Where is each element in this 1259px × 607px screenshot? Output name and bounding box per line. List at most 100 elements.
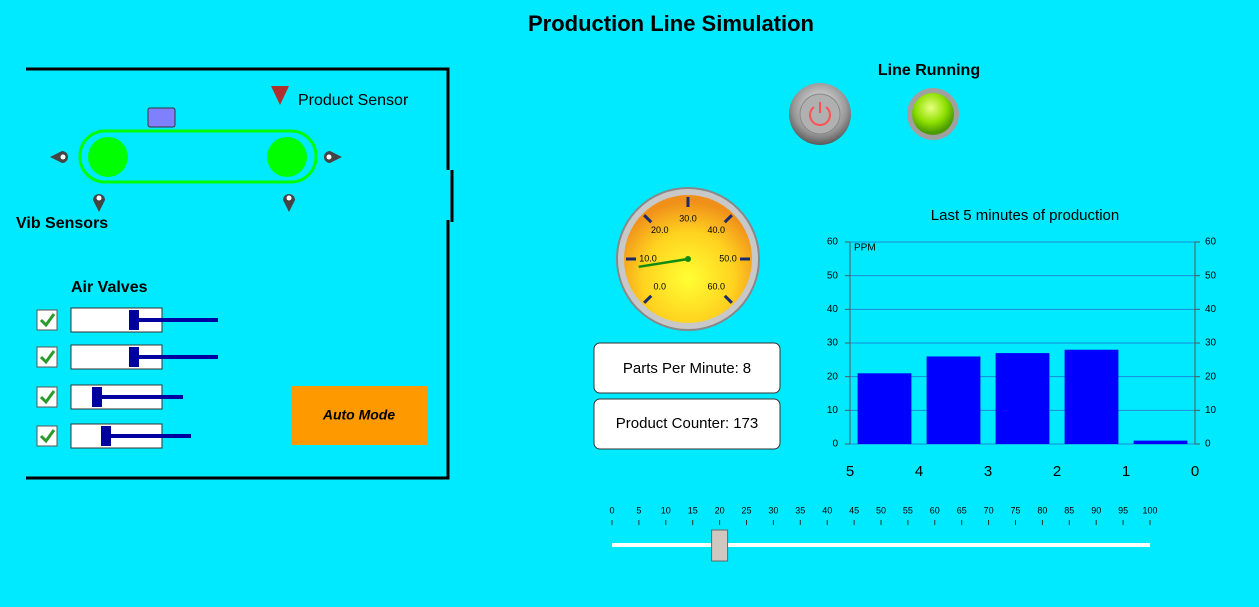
valve-checkbox[interactable] bbox=[36, 386, 58, 408]
x-tick-label: 3 bbox=[984, 463, 992, 480]
x-tick-label: 1 bbox=[1122, 463, 1130, 480]
slider-tick-label: 80 bbox=[1037, 505, 1047, 515]
y2-tick-label: 50 bbox=[1205, 270, 1217, 281]
slider-tick-label: 90 bbox=[1091, 505, 1101, 515]
slider-tick-label: 0 bbox=[609, 505, 614, 515]
gauge-hub bbox=[685, 256, 691, 262]
y-axis-label: PPM bbox=[854, 243, 876, 254]
slider-tick-label: 85 bbox=[1064, 505, 1074, 515]
slider-tick-label: 30 bbox=[768, 505, 778, 515]
counter-value: 173 bbox=[733, 415, 758, 432]
product-sensor-label: Product Sensor bbox=[298, 92, 409, 109]
gauge-tick-label: 30.0 bbox=[679, 213, 697, 223]
slider-tick-label: 100 bbox=[1142, 505, 1157, 515]
y-tick-label: 40 bbox=[827, 304, 839, 315]
y2-tick-label: 60 bbox=[1205, 237, 1217, 248]
checkmark[interactable] bbox=[39, 390, 56, 405]
running-lamp bbox=[912, 93, 954, 135]
slider-tick-label: 10 bbox=[661, 505, 671, 515]
slider-tick-label: 15 bbox=[688, 505, 698, 515]
slider-tick-label: 40 bbox=[822, 505, 832, 515]
valve-handle[interactable] bbox=[129, 310, 139, 330]
gauge-tick bbox=[723, 214, 733, 224]
slider-tick-label: 35 bbox=[795, 505, 805, 515]
ppm-label: Parts Per Minute: bbox=[623, 360, 739, 377]
gauge-tick-label: 20.0 bbox=[651, 225, 669, 235]
slider-tick-label: 20 bbox=[715, 505, 725, 515]
y2-tick-label: 0 bbox=[1205, 439, 1211, 450]
checkmark[interactable] bbox=[39, 350, 56, 365]
counter-box bbox=[593, 398, 781, 450]
valve-checkbox[interactable] bbox=[36, 309, 58, 331]
power-button-face[interactable] bbox=[799, 93, 841, 135]
valves bbox=[36, 307, 218, 449]
counter-text: Product Counter: 173 bbox=[616, 415, 758, 432]
conveyor-roller bbox=[267, 137, 307, 177]
conveyor-belt bbox=[78, 129, 318, 184]
power-icon[interactable] bbox=[809, 102, 831, 126]
conveyor-roller bbox=[88, 137, 128, 177]
slider-tick-label: 5 bbox=[636, 505, 641, 515]
y-tick-label: 10 bbox=[827, 405, 839, 416]
auto-mode-button[interactable] bbox=[292, 386, 427, 445]
bar bbox=[1133, 440, 1188, 444]
product bbox=[147, 107, 176, 128]
y2-tick-label: 30 bbox=[1205, 338, 1217, 349]
ppm-value: 8 bbox=[743, 360, 751, 377]
gauge-tick bbox=[643, 214, 653, 224]
speed-slider[interactable]: 0 5 10 15 20 25 30 35 40 45 50 55 60 65 70 75 80 85 90 95 10… bbox=[609, 505, 1158, 562]
air-valves-label: Air Valves bbox=[71, 279, 148, 296]
gauge-tick bbox=[643, 294, 653, 304]
slider-thumb[interactable] bbox=[711, 529, 729, 562]
gauge-tick-label: 0.0 bbox=[653, 282, 666, 292]
slider-tick-label: 45 bbox=[849, 505, 859, 515]
gauge-tick-label: 40.0 bbox=[708, 225, 726, 235]
y-tick-label: 0 bbox=[832, 439, 838, 450]
valve-handle[interactable] bbox=[129, 347, 139, 367]
line-running-label: Line Running bbox=[878, 62, 980, 79]
vib-sensor-icons bbox=[50, 151, 342, 212]
valve-handle[interactable] bbox=[101, 426, 111, 446]
gauge-tick-label: 50.0 bbox=[719, 253, 737, 263]
y-tick-label: 50 bbox=[827, 270, 839, 281]
slider-tick-label: 25 bbox=[741, 505, 751, 515]
y2-tick-label: 20 bbox=[1205, 371, 1217, 382]
ppm-text: Parts Per Minute: 8 bbox=[623, 360, 751, 377]
page-title: Production Line Simulation bbox=[528, 11, 814, 36]
counter-label: Product Counter: bbox=[616, 415, 729, 432]
chart-title: Last 5 minutes of production bbox=[931, 207, 1119, 224]
valve-checkbox[interactable] bbox=[36, 346, 58, 368]
valve-checkbox[interactable] bbox=[36, 425, 58, 447]
y2-tick-label: 40 bbox=[1205, 304, 1217, 315]
bar bbox=[857, 373, 912, 444]
slider-tick-label: 60 bbox=[930, 505, 940, 515]
slider-tick-label: 55 bbox=[903, 505, 913, 515]
y-tick-label: 60 bbox=[827, 237, 839, 248]
valve-handle[interactable] bbox=[92, 387, 102, 407]
slider-tick-label: 70 bbox=[984, 505, 994, 515]
x-tick-label: 5 bbox=[846, 463, 854, 480]
auto-mode-label[interactable]: Auto Mode bbox=[322, 407, 396, 423]
ppm-box bbox=[593, 342, 781, 394]
gauge-tick-label: 10.0 bbox=[639, 253, 657, 263]
gauge-tick-label: 60.0 bbox=[708, 282, 726, 292]
x-tick-label: 0 bbox=[1191, 463, 1199, 480]
slider-tick-label: 50 bbox=[876, 505, 886, 515]
gauge: 0.0 10.0 20.0 30.0 40.0 50.0 60.0 bbox=[626, 197, 750, 304]
y2-tick-label: 10 bbox=[1205, 405, 1217, 416]
product-sensor-icon bbox=[271, 86, 289, 105]
panel-frame bbox=[26, 67, 454, 480]
bar bbox=[995, 353, 1050, 444]
checkmark[interactable] bbox=[39, 313, 56, 328]
gauge-needle bbox=[638, 257, 689, 269]
x-tick-label: 4 bbox=[915, 463, 923, 480]
x-tick-label: 2 bbox=[1053, 463, 1061, 480]
vib-sensors-label: Vib Sensors bbox=[16, 215, 108, 232]
bar bbox=[1064, 349, 1119, 444]
slider-tick-label: 75 bbox=[1010, 505, 1020, 515]
checkmark[interactable] bbox=[39, 429, 56, 444]
slider-tick-label: 65 bbox=[957, 505, 967, 515]
y-tick-label: 20 bbox=[827, 371, 839, 382]
